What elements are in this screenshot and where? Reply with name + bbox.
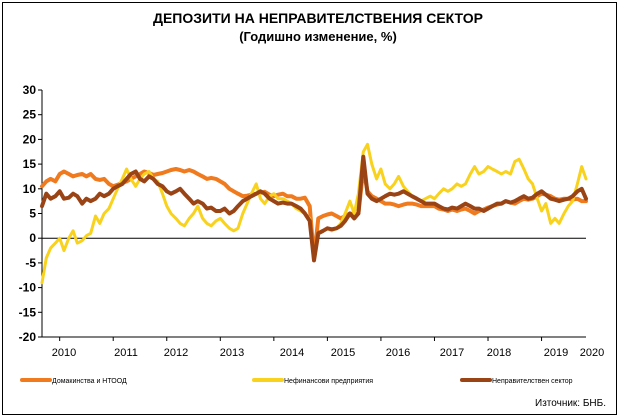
x-tick-label: 2020	[580, 347, 604, 359]
y-tick-label: 25	[23, 108, 37, 122]
x-tick-label: 2011	[114, 347, 138, 359]
x-tick-label: 2013	[220, 347, 244, 359]
y-tick-label: -20	[19, 330, 37, 344]
x-tick-label: 2019	[544, 347, 568, 359]
chart-title: ДЕПОЗИТИ НА НЕПРАВИТЕЛСТВЕНИЯ СЕКТОР	[153, 10, 483, 26]
series-layer	[40, 142, 588, 285]
x-tick-label: 2014	[280, 347, 304, 359]
x-tick-label: 2017	[440, 347, 464, 359]
x-tick-label: 2010	[52, 347, 76, 359]
x-tick-label: 2015	[331, 347, 355, 359]
y-tick-label: 20	[23, 132, 37, 146]
legend-label: Домакинства и НТООД	[52, 378, 127, 385]
y-tick-label: -15	[19, 305, 37, 319]
chart-subtitle: (Годишно изменение, %)	[239, 29, 397, 44]
y-tick-label: -5	[25, 256, 36, 270]
series-line-3	[40, 154, 588, 263]
legend-label: Нефинансови предприятия	[284, 378, 373, 385]
x-tick-label: 2016	[386, 347, 410, 359]
y-tick-label: 10	[23, 182, 37, 196]
y-tick-label: -10	[19, 281, 37, 295]
y-tick-label: 15	[23, 157, 37, 171]
source-note: Източник: БНБ.	[535, 398, 606, 409]
y-tick-label: 30	[23, 83, 37, 97]
legend-label: Неправителствен сектор	[492, 378, 573, 385]
legend: Домакинства и НТООД Нефинансови предприят…	[20, 378, 573, 385]
y-tick-label: 5	[29, 207, 36, 221]
x-tick-label: 2018	[487, 347, 511, 359]
x-tick-label: 2012	[164, 347, 188, 359]
y-tick-label: 0	[29, 231, 36, 245]
